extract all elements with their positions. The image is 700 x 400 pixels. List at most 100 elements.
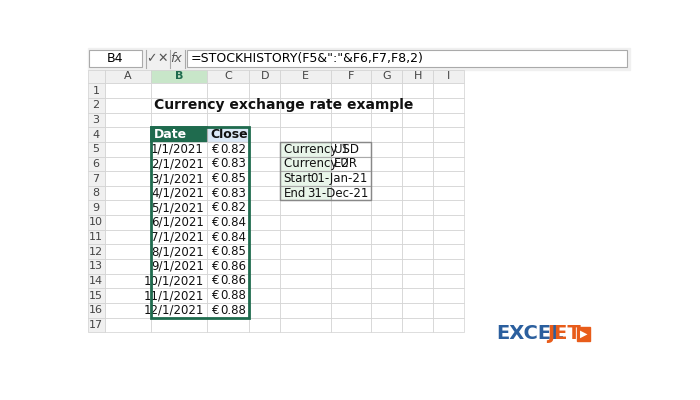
Bar	[151, 274, 207, 288]
Bar	[281, 84, 331, 98]
Bar	[281, 244, 331, 259]
Text: Start: Start	[284, 172, 313, 185]
Bar	[402, 186, 433, 200]
Bar	[331, 186, 371, 200]
Text: €: €	[211, 187, 219, 200]
Bar	[104, 215, 151, 230]
Bar	[402, 303, 433, 318]
Bar	[331, 171, 371, 186]
Bar	[281, 215, 331, 230]
Bar	[402, 200, 433, 215]
Text: 6/1/2021: 6/1/2021	[151, 216, 204, 229]
Text: €: €	[211, 260, 219, 273]
Bar	[249, 84, 281, 98]
Text: 9: 9	[92, 203, 99, 213]
Bar	[88, 156, 104, 171]
Bar	[104, 288, 151, 303]
Bar	[151, 303, 207, 318]
Bar	[151, 200, 207, 215]
Bar	[89, 50, 141, 67]
Bar	[104, 142, 151, 156]
Bar	[281, 230, 331, 244]
Text: End: End	[284, 187, 306, 200]
Text: 0.84: 0.84	[220, 230, 246, 244]
Bar	[207, 318, 249, 332]
Bar	[371, 113, 402, 127]
Bar	[433, 200, 464, 215]
Bar	[281, 142, 331, 156]
Bar	[281, 127, 331, 142]
Bar	[371, 215, 402, 230]
Bar	[207, 288, 249, 303]
Bar	[331, 156, 371, 171]
Text: Currency 1: Currency 1	[284, 143, 348, 156]
Bar	[151, 127, 207, 142]
Bar	[151, 274, 207, 288]
Bar	[281, 274, 331, 288]
Text: 0.84: 0.84	[220, 216, 246, 229]
Bar	[433, 156, 464, 171]
Bar	[281, 303, 331, 318]
Bar	[433, 244, 464, 259]
Bar	[249, 156, 281, 171]
Bar	[433, 288, 464, 303]
Bar	[371, 318, 402, 332]
Bar	[151, 142, 207, 156]
Text: 16: 16	[89, 305, 103, 315]
Bar	[151, 142, 207, 156]
Bar	[249, 230, 281, 244]
Bar	[371, 303, 402, 318]
Bar	[207, 156, 249, 171]
Bar	[433, 274, 464, 288]
Bar	[249, 303, 281, 318]
Bar	[281, 259, 331, 274]
Bar	[249, 171, 281, 186]
Text: D: D	[260, 72, 270, 82]
Text: 12/1/2021: 12/1/2021	[144, 304, 204, 317]
Bar	[249, 244, 281, 259]
Bar	[433, 113, 464, 127]
Text: 0.86: 0.86	[220, 274, 246, 288]
Bar	[104, 113, 151, 127]
Bar	[331, 142, 371, 156]
Bar	[249, 200, 281, 215]
Bar	[207, 200, 249, 215]
Bar	[207, 142, 249, 156]
Bar	[281, 186, 331, 200]
Bar	[433, 318, 464, 332]
Bar	[371, 127, 402, 142]
Text: €: €	[211, 216, 219, 229]
Bar	[104, 98, 151, 113]
Bar	[88, 70, 104, 84]
Bar	[249, 274, 281, 288]
Bar	[151, 127, 207, 142]
Text: E: E	[302, 72, 309, 82]
Bar	[371, 84, 402, 98]
Text: 13: 13	[89, 261, 103, 271]
Bar	[151, 113, 207, 127]
Text: 1: 1	[92, 86, 99, 96]
Bar	[433, 142, 464, 156]
Bar	[331, 98, 371, 113]
Bar	[207, 215, 249, 230]
Bar	[151, 230, 207, 244]
Text: €: €	[211, 274, 219, 288]
Bar	[104, 156, 151, 171]
Text: €: €	[211, 172, 219, 185]
Bar	[104, 171, 151, 186]
Bar	[88, 48, 630, 70]
Text: 0.83: 0.83	[220, 157, 246, 170]
Text: 0.83: 0.83	[220, 187, 246, 200]
Text: I: I	[447, 72, 450, 82]
Bar	[281, 98, 331, 113]
Text: ✓: ✓	[146, 52, 156, 65]
Text: F: F	[348, 72, 354, 82]
Bar	[371, 230, 402, 244]
Bar	[281, 142, 371, 200]
Bar	[402, 127, 433, 142]
Bar	[151, 288, 207, 303]
Bar	[151, 318, 207, 332]
Bar	[249, 288, 281, 303]
Bar	[151, 215, 207, 230]
Bar	[331, 127, 371, 142]
